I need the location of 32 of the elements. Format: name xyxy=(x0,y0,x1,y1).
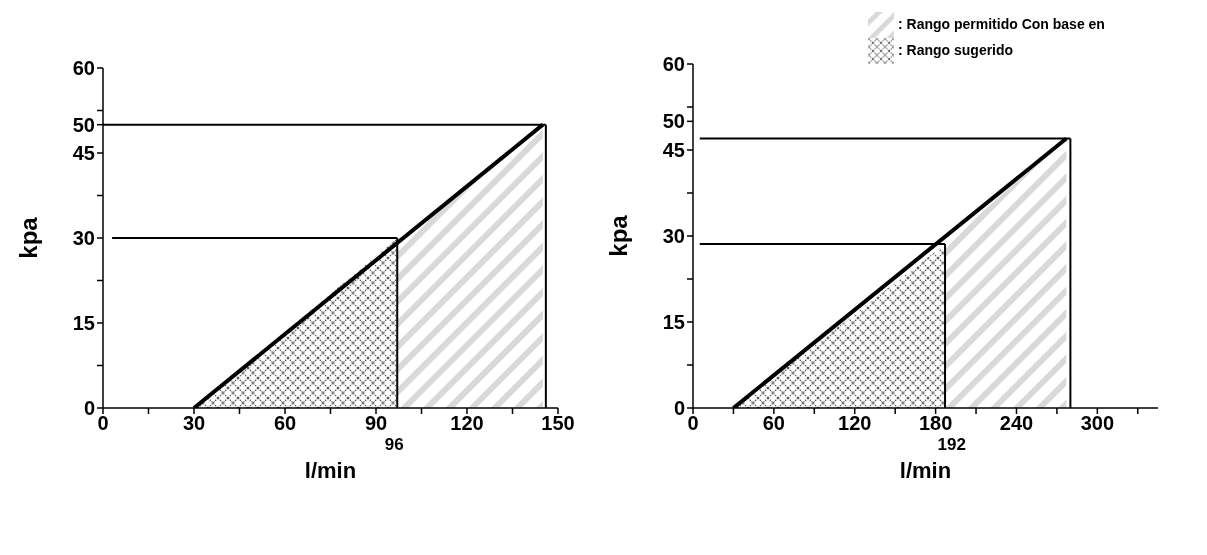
y-tick-label: 15 xyxy=(662,311,685,334)
y-tick-label: 50 xyxy=(72,113,95,136)
y-axis-title: kpa xyxy=(14,216,42,259)
legend-label: : Rango sugerido xyxy=(898,41,1014,58)
x-axis-title: l/min xyxy=(304,458,357,483)
y-tick-label: 30 xyxy=(662,225,685,248)
y-tick-label: 50 xyxy=(662,110,685,133)
x-tick-label: 30 xyxy=(182,412,206,435)
x-tick-label: 90 xyxy=(364,412,388,435)
annotation: 192 xyxy=(937,435,966,455)
x-tick-label: 60 xyxy=(273,412,297,435)
x-axis-title: l/min xyxy=(899,458,952,483)
y-tick-label: 0 xyxy=(673,397,685,420)
x-tick-label: 0 xyxy=(687,412,699,435)
y-tick-label: 0 xyxy=(83,397,95,420)
x-tick-label: 240 xyxy=(999,412,1034,435)
y-tick-label: 30 xyxy=(72,227,95,250)
y-tick-label: 15 xyxy=(72,312,95,335)
x-tick-label: 120 xyxy=(838,412,872,435)
y-tick-label: 45 xyxy=(72,142,95,165)
x-tick-label: 60 xyxy=(762,412,785,435)
x-tick-label: 150 xyxy=(541,412,575,435)
y-axis-title: kpa xyxy=(604,214,632,257)
y-tick-label: 45 xyxy=(662,139,685,162)
y-tick-label: 60 xyxy=(662,53,685,76)
annotation: 96 xyxy=(384,435,404,455)
x-tick-label: 0 xyxy=(97,412,109,435)
x-tick-label: 180 xyxy=(918,412,953,435)
x-tick-label: 120 xyxy=(450,412,484,435)
x-tick-label: 300 xyxy=(1080,412,1115,435)
legend-label: : Rango permitido Con base en xyxy=(898,15,1105,32)
y-tick-label: 60 xyxy=(72,57,95,80)
